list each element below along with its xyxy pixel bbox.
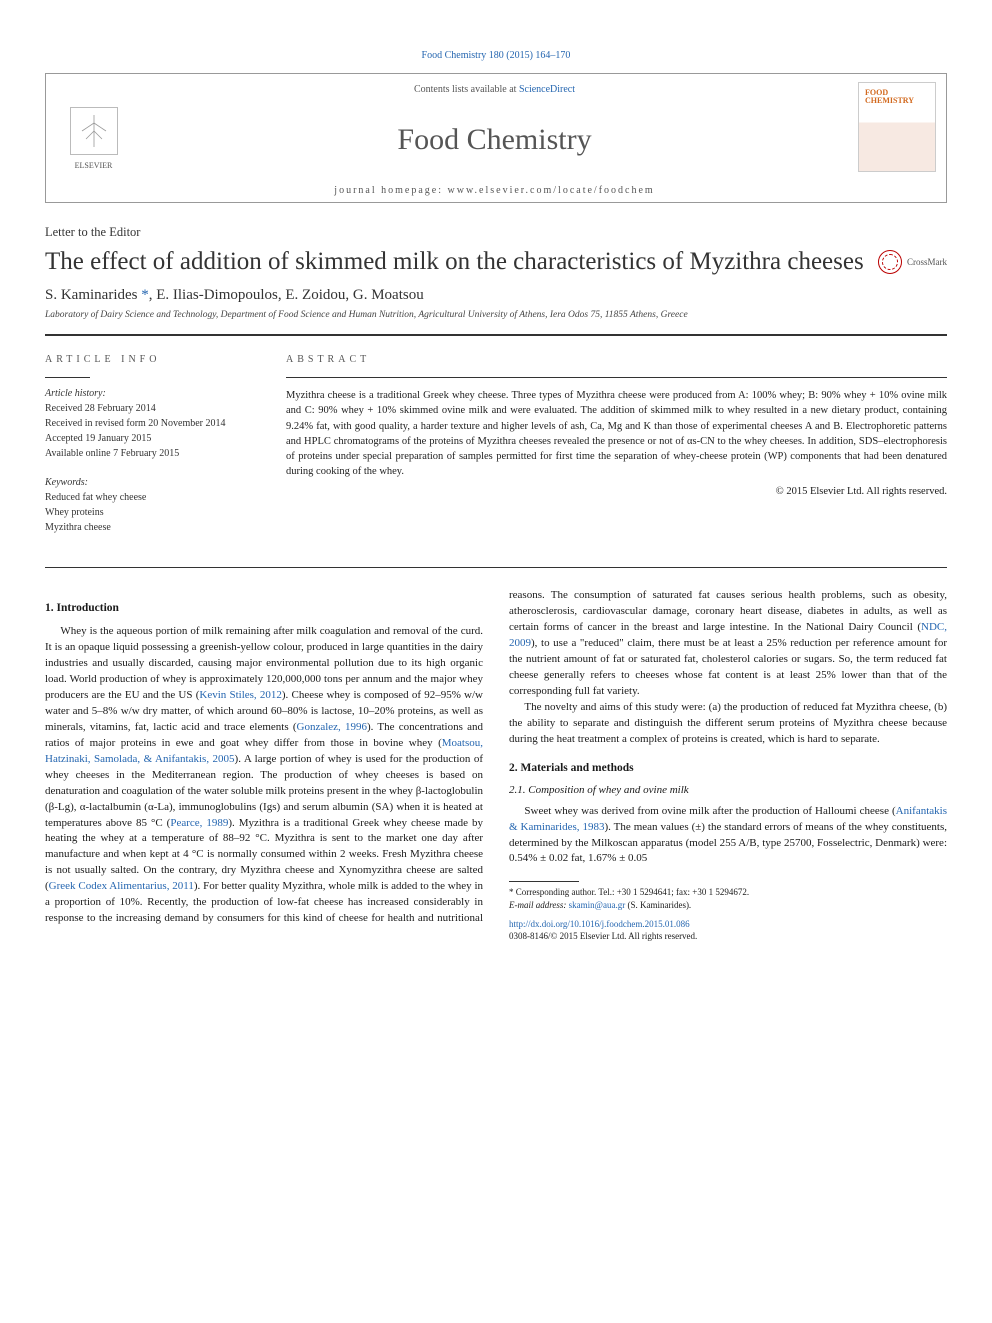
- info-abstract-row: article info Article history: Received 2…: [45, 335, 947, 567]
- methods-paragraph-1: Sweet whey was derived from ovine milk a…: [509, 804, 947, 868]
- issn-copyright: 0308-8146/© 2015 Elsevier Ltd. All right…: [509, 930, 947, 943]
- ref-link-4[interactable]: Pearce, 1989: [170, 817, 228, 829]
- ref-link-5[interactable]: Greek Codex Alimentarius, 2011: [49, 880, 194, 892]
- article-info-column: article info Article history: Received 2…: [45, 335, 270, 567]
- homepage-url[interactable]: www.elsevier.com/locate/foodchem: [448, 185, 655, 196]
- history-block: Article history: Received 28 February 20…: [45, 386, 256, 461]
- cover-title: FOOD CHEMISTRY: [865, 89, 914, 105]
- sciencedirect-link[interactable]: ScienceDirect: [519, 84, 575, 95]
- journal-name: Food Chemistry: [141, 123, 848, 157]
- contents-prefix: Contents lists available at: [414, 84, 519, 95]
- corresponding-marker[interactable]: *: [137, 287, 148, 303]
- homepage-prefix: journal homepage:: [334, 185, 447, 196]
- affiliation: Laboratory of Dairy Science and Technolo…: [45, 310, 947, 320]
- p1g: ), to use a "reduced" claim, there must …: [509, 637, 947, 697]
- crossmark-label: CrossMark: [907, 257, 947, 267]
- elsevier-label: ELSEVIER: [75, 161, 113, 170]
- body-columns: 1. Introduction Whey is the aqueous port…: [45, 588, 947, 943]
- rule-bottom: [45, 567, 947, 568]
- received-date: Received 28 February 2014: [45, 401, 256, 416]
- cover-text-2: CHEMISTRY: [865, 96, 914, 105]
- keyword-2: Whey proteins: [45, 505, 256, 520]
- cover-thumbnail-box: FOOD CHEMISTRY: [848, 74, 946, 202]
- citation-link[interactable]: Food Chemistry 180 (2015) 164–170: [422, 50, 571, 61]
- history-header: Article history:: [45, 386, 256, 401]
- page: Food Chemistry 180 (2015) 164–170 ELSEVI…: [0, 0, 992, 983]
- keywords-header: Keywords:: [45, 475, 256, 490]
- section-2-1-heading: 2.1. Composition of whey and ovine milk: [509, 784, 947, 796]
- abstract-column: abstract Myzithra cheese is a traditiona…: [270, 335, 947, 567]
- footnote-separator: [509, 881, 579, 882]
- footer-block: * Corresponding author. Tel.: +30 1 5294…: [509, 881, 947, 942]
- email-link[interactable]: skamin@aua.gr: [569, 900, 626, 910]
- footnotes: * Corresponding author. Tel.: +30 1 5294…: [509, 886, 947, 911]
- abstract-label: abstract: [286, 354, 947, 365]
- authors-line: S. Kaminarides *, E. Ilias-Dimopoulos, E…: [45, 287, 947, 304]
- info-rule: [45, 377, 90, 378]
- abstract-rule: [286, 377, 947, 378]
- crossmark-badge[interactable]: CrossMark: [878, 250, 947, 274]
- homepage-line: journal homepage: www.elsevier.com/locat…: [141, 185, 848, 196]
- article-title: The effect of addition of skimmed milk o…: [45, 246, 864, 277]
- elsevier-logo-box: ELSEVIER: [46, 74, 141, 202]
- keyword-3: Myzithra cheese: [45, 520, 256, 535]
- email-footnote: E-mail address: skamin@aua.gr (S. Kamina…: [509, 899, 947, 912]
- p3a: Sweet whey was derived from ovine milk a…: [524, 805, 895, 817]
- abstract-text: Myzithra cheese is a traditional Greek w…: [286, 388, 947, 479]
- keyword-1: Reduced fat whey cheese: [45, 490, 256, 505]
- elsevier-tree-icon: [70, 107, 118, 155]
- article-type-label: Letter to the Editor: [45, 225, 947, 240]
- keywords-block: Keywords: Reduced fat whey cheese Whey p…: [45, 475, 256, 535]
- doi-link[interactable]: http://dx.doi.org/10.1016/j.foodchem.201…: [509, 919, 690, 929]
- email-label: E-mail address:: [509, 900, 569, 910]
- crossmark-icon: [878, 250, 902, 274]
- journal-header: ELSEVIER Contents lists available at Sci…: [45, 73, 947, 203]
- bottom-meta: http://dx.doi.org/10.1016/j.foodchem.201…: [509, 918, 947, 943]
- abstract-copyright: © 2015 Elsevier Ltd. All rights reserved…: [286, 486, 947, 497]
- accepted-date: Accepted 19 January 2015: [45, 431, 256, 446]
- online-date: Available online 7 February 2015: [45, 446, 256, 461]
- revised-date: Received in revised form 20 November 201…: [45, 416, 256, 431]
- ref-link-2[interactable]: Gonzalez, 1996: [297, 721, 368, 733]
- contents-line: Contents lists available at ScienceDirec…: [141, 84, 848, 95]
- section-2-heading: 2. Materials and methods: [509, 762, 947, 774]
- title-row: The effect of addition of skimmed milk o…: [45, 246, 947, 287]
- intro-paragraph-2: The novelty and aims of this study were:…: [509, 700, 947, 748]
- ref-link-1[interactable]: Kevin Stiles, 2012: [199, 689, 282, 701]
- header-center: Contents lists available at ScienceDirec…: [141, 74, 848, 202]
- corresponding-footnote: * Corresponding author. Tel.: +30 1 5294…: [509, 886, 947, 899]
- author-1: S. Kaminarides: [45, 287, 137, 303]
- cover-thumbnail: FOOD CHEMISTRY: [858, 82, 936, 172]
- section-1-heading: 1. Introduction: [45, 602, 483, 614]
- authors-rest: , E. Ilias-Dimopoulos, E. Zoidou, G. Moa…: [149, 287, 424, 303]
- email-suffix: (S. Kaminarides).: [625, 900, 691, 910]
- info-label: article info: [45, 354, 256, 365]
- top-citation[interactable]: Food Chemistry 180 (2015) 164–170: [45, 50, 947, 61]
